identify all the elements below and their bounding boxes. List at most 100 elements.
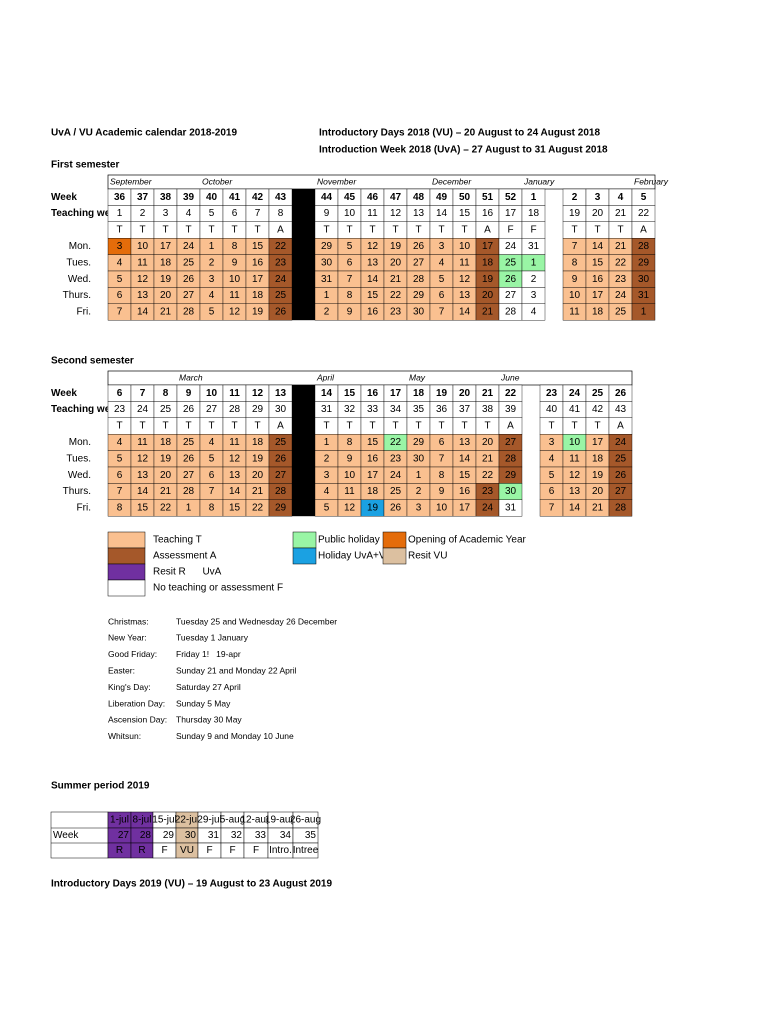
week-type: T [594,421,600,432]
date: 29 [505,470,517,481]
teaching-week: 28 [229,404,241,415]
summer-date: 1-jul [110,815,129,826]
week-number: 47 [390,192,402,203]
week-type: T [162,421,168,432]
holiday-date: Tuesday 25 and Wednesday 26 December [176,616,337,626]
holiday-date: Thursday 30 May [176,715,242,725]
date: 1 [416,470,422,481]
date: 17 [459,503,471,514]
date: 11 [229,437,240,448]
date: 22 [482,470,494,481]
date: 14 [229,486,241,497]
week-type: T [438,421,444,432]
legend-swatch [107,579,146,597]
date: 15 [459,470,471,481]
teaching-week: 30 [275,404,287,415]
summer-week: 27 [118,830,130,841]
date: 15 [367,290,379,301]
date: 13 [229,470,241,481]
semester-heading: First semester [51,160,119,171]
separator [292,385,315,517]
summer-date: 5-aug [220,815,246,826]
date: 11 [344,486,355,497]
date: 6 [209,470,215,481]
week-type: A [507,421,514,432]
date: 13 [137,470,149,481]
date: 14 [137,307,149,318]
teaching-week: 34 [390,404,402,415]
date: 11 [459,257,470,268]
date: 8 [347,437,353,448]
week-number: 5 [641,192,647,203]
date: 9 [347,307,353,318]
day-cell [268,303,293,321]
date: 5 [549,470,555,481]
teaching-week: 23 [114,404,126,415]
legend-label: No teaching or assessment F [153,583,283,594]
teaching-week: 41 [569,404,581,415]
date: 27 [505,290,517,301]
date: 12 [459,274,471,285]
month-label: May [409,372,426,382]
week-type: T [116,225,122,236]
legend-label: Resit R UvA [153,567,222,578]
day-label: Tues. [66,453,91,464]
month-label: December [432,176,472,186]
summer-code: Intree [293,845,319,856]
month-row [107,174,656,190]
week-type: T [594,225,600,236]
date: 7 [117,307,123,318]
date: 4 [439,257,445,268]
summer-date: 19-aug [265,815,296,826]
date: 6 [117,290,123,301]
date: 2 [416,486,422,497]
date: 6 [439,290,445,301]
date: 3 [209,274,215,285]
date: 9 [232,257,238,268]
date: 13 [569,486,581,497]
date: 19 [482,274,494,285]
legend-swatch [292,531,317,549]
week-number: 3 [595,192,601,203]
week-number: 39 [183,192,195,203]
teaching-week: 29 [252,404,264,415]
date: 7 [209,486,215,497]
teaching-week: 39 [505,404,517,415]
week-number: 49 [436,192,448,203]
date: 25 [615,307,627,318]
date: 5 [439,274,445,285]
date: 23 [390,453,402,464]
date: 13 [459,290,471,301]
legend-swatch [107,531,146,549]
teaching-week: 24 [137,404,149,415]
date: 10 [436,503,448,514]
date: 1 [324,437,330,448]
legend-label: Opening of Academic Year [408,535,527,546]
date: 17 [482,241,494,252]
summer-date: 8-jul [133,815,152,826]
date: 19 [252,307,264,318]
date: 12 [137,274,149,285]
week-number: 46 [367,192,379,203]
teaching-week: 11 [367,208,378,219]
week-type: T [185,225,191,236]
date: 16 [592,274,604,285]
holiday-date: Tuesday 1 January [176,633,249,643]
teaching-week: 27 [206,404,218,415]
date: 12 [229,453,241,464]
teaching-week: 8 [278,208,284,219]
date: 24 [505,241,517,252]
week-type: T [484,421,490,432]
teaching-week: 17 [505,208,517,219]
date: 18 [592,453,604,464]
date: 28 [505,453,517,464]
teaching-week: 35 [413,404,425,415]
week-number: 19 [436,388,448,399]
date: 3 [324,470,330,481]
summer-week: 35 [305,830,317,841]
separator [292,189,315,321]
day-label: Wed. [68,274,91,285]
summer-week: 34 [280,830,292,841]
holiday-date: Sunday 21 and Monday 22 April [176,665,297,675]
cell [292,842,319,859]
